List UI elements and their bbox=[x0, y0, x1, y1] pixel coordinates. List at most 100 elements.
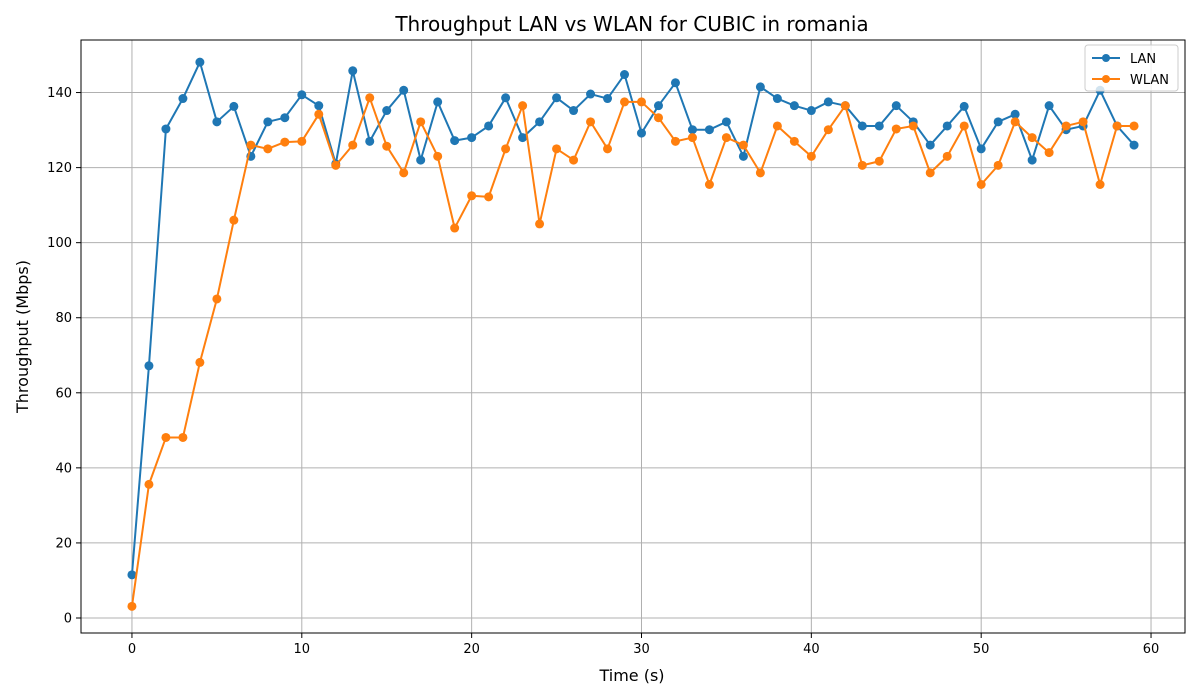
data-point-lan bbox=[721, 117, 731, 127]
data-point-lan bbox=[1129, 140, 1139, 150]
data-point-wlan bbox=[212, 294, 222, 304]
series-lan bbox=[127, 57, 1139, 580]
plot-frame bbox=[80, 39, 1186, 634]
data-point-wlan bbox=[738, 140, 748, 150]
data-point-wlan bbox=[178, 432, 188, 442]
data-point-lan bbox=[874, 121, 884, 131]
data-point-lan bbox=[195, 57, 205, 67]
data-point-lan bbox=[993, 117, 1003, 127]
data-point-lan bbox=[518, 133, 528, 143]
data-point-wlan bbox=[789, 136, 799, 146]
data-point-wlan bbox=[891, 124, 901, 134]
y-tick-label: 40 bbox=[55, 461, 72, 476]
data-point-lan bbox=[772, 94, 782, 104]
data-point-wlan bbox=[603, 144, 613, 154]
x-tick-label: 0 bbox=[128, 642, 136, 657]
data-point-wlan bbox=[704, 180, 714, 189]
data-point-lan bbox=[857, 121, 867, 131]
data-point-wlan bbox=[942, 151, 952, 161]
data-point-lan bbox=[161, 124, 171, 134]
data-point-wlan bbox=[195, 357, 205, 367]
data-point-lan bbox=[1010, 109, 1020, 119]
data-point-wlan bbox=[1010, 117, 1020, 127]
data-point-wlan bbox=[874, 156, 884, 166]
data-point-wlan bbox=[925, 168, 935, 178]
data-point-wlan bbox=[636, 97, 646, 107]
data-point-lan bbox=[552, 93, 562, 103]
x-tick-label: 60 bbox=[1143, 642, 1160, 657]
data-point-lan bbox=[586, 89, 596, 99]
legend-marker-lan bbox=[1102, 54, 1110, 62]
x-tick-label: 40 bbox=[803, 642, 820, 657]
data-point-wlan bbox=[263, 144, 273, 154]
y-tick-label: 20 bbox=[55, 536, 72, 551]
grid-layer bbox=[81, 40, 1185, 633]
data-point-wlan bbox=[314, 109, 324, 119]
data-point-wlan bbox=[840, 101, 850, 111]
data-point-wlan bbox=[772, 121, 782, 131]
data-point-lan bbox=[1027, 155, 1037, 165]
data-point-lan bbox=[178, 94, 188, 104]
data-point-wlan bbox=[382, 141, 392, 151]
data-point-lan bbox=[144, 361, 154, 371]
data-point-lan bbox=[127, 570, 137, 580]
data-point-wlan bbox=[1095, 180, 1105, 189]
data-point-wlan bbox=[518, 101, 528, 111]
data-point-lan bbox=[603, 94, 613, 104]
data-point-lan bbox=[670, 78, 680, 88]
y-tick-label: 140 bbox=[47, 86, 72, 101]
data-point-lan bbox=[365, 136, 375, 146]
data-point-wlan bbox=[1129, 121, 1139, 131]
data-point-wlan bbox=[297, 136, 307, 146]
series-layer bbox=[127, 57, 1139, 611]
y-tick-label: 120 bbox=[47, 161, 72, 176]
data-point-wlan bbox=[908, 121, 918, 131]
data-point-wlan bbox=[569, 155, 579, 165]
data-point-lan bbox=[569, 106, 579, 116]
data-point-lan bbox=[229, 101, 239, 111]
data-point-wlan bbox=[1112, 121, 1122, 131]
data-point-wlan bbox=[721, 133, 731, 143]
data-point-lan bbox=[484, 121, 494, 131]
chart-title: Throughput LAN vs WLAN for CUBIC in roma… bbox=[394, 12, 868, 36]
y-tick-label: 0 bbox=[64, 611, 72, 626]
data-point-lan bbox=[755, 82, 765, 92]
data-point-wlan bbox=[993, 160, 1003, 170]
data-point-wlan bbox=[1078, 117, 1088, 127]
data-point-lan bbox=[925, 140, 935, 150]
data-point-wlan bbox=[229, 215, 239, 225]
data-point-lan bbox=[263, 117, 273, 127]
tick-layer: 0 10 20 30 40 50 60 0 20 40 60 80 100 120 140 bbox=[47, 86, 1159, 657]
data-point-wlan bbox=[348, 140, 358, 150]
series-line-lan bbox=[130, 61, 1135, 575]
data-point-wlan bbox=[331, 160, 341, 170]
data-point-wlan bbox=[755, 168, 765, 178]
data-point-lan bbox=[636, 128, 646, 138]
x-tick-label: 50 bbox=[973, 642, 990, 657]
data-point-wlan bbox=[399, 168, 409, 178]
data-point-wlan bbox=[1044, 148, 1054, 158]
data-point-lan bbox=[959, 101, 969, 111]
data-point-wlan bbox=[280, 137, 290, 147]
data-point-lan bbox=[535, 117, 545, 127]
series-line-wlan bbox=[130, 96, 1135, 607]
data-point-lan bbox=[806, 106, 816, 116]
data-point-lan bbox=[687, 125, 697, 135]
data-point-wlan bbox=[450, 223, 460, 233]
data-point-wlan bbox=[433, 151, 443, 161]
data-point-wlan bbox=[144, 479, 154, 489]
y-tick-label: 100 bbox=[47, 236, 72, 251]
data-point-lan bbox=[704, 125, 714, 135]
data-point-lan bbox=[823, 97, 833, 107]
data-point-wlan bbox=[653, 113, 663, 123]
data-point-lan bbox=[382, 106, 392, 116]
data-point-lan bbox=[653, 101, 663, 111]
data-point-lan bbox=[620, 70, 630, 80]
data-point-wlan bbox=[535, 219, 545, 229]
data-point-lan bbox=[789, 101, 799, 111]
x-tick-label: 30 bbox=[633, 642, 650, 657]
legend-marker-wlan bbox=[1102, 75, 1110, 83]
data-point-lan bbox=[416, 155, 426, 165]
data-point-wlan bbox=[1027, 133, 1037, 143]
